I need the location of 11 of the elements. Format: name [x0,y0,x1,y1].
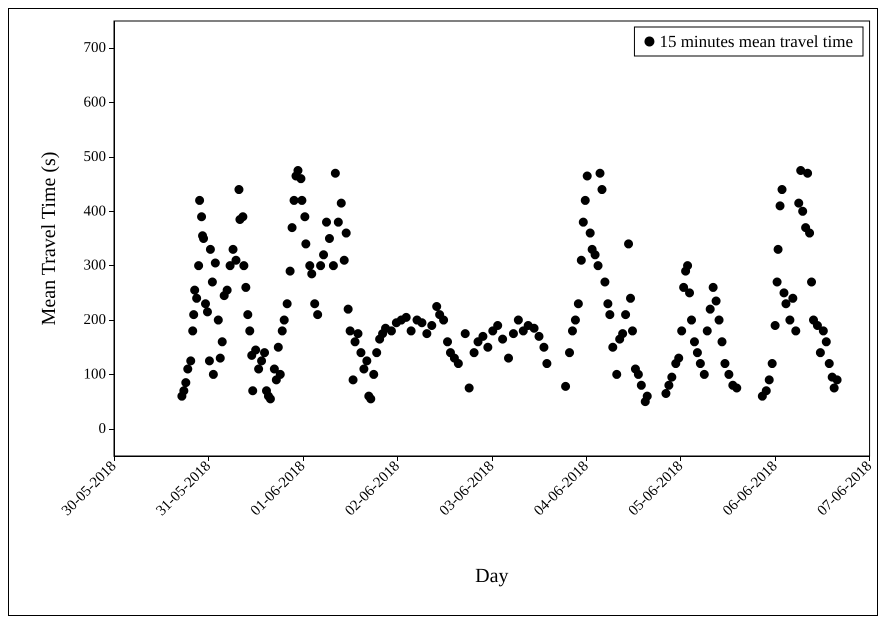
y-axis-title: Mean Travel Time (s) [38,152,60,326]
y-tick-label: 200 [84,312,106,328]
y-tick-label: 300 [84,258,106,274]
y-tick-label: 400 [84,203,106,220]
y-tick-label: 700 [84,40,106,56]
y-tick-label: 600 [84,94,106,111]
y-tick-label: 100 [84,366,106,382]
y-tick-label: 0 [98,420,106,437]
x-axis-title: Day [475,565,508,587]
y-tick-label: 500 [84,148,106,165]
legend-label: 15 minutes mean travel time [659,32,854,51]
